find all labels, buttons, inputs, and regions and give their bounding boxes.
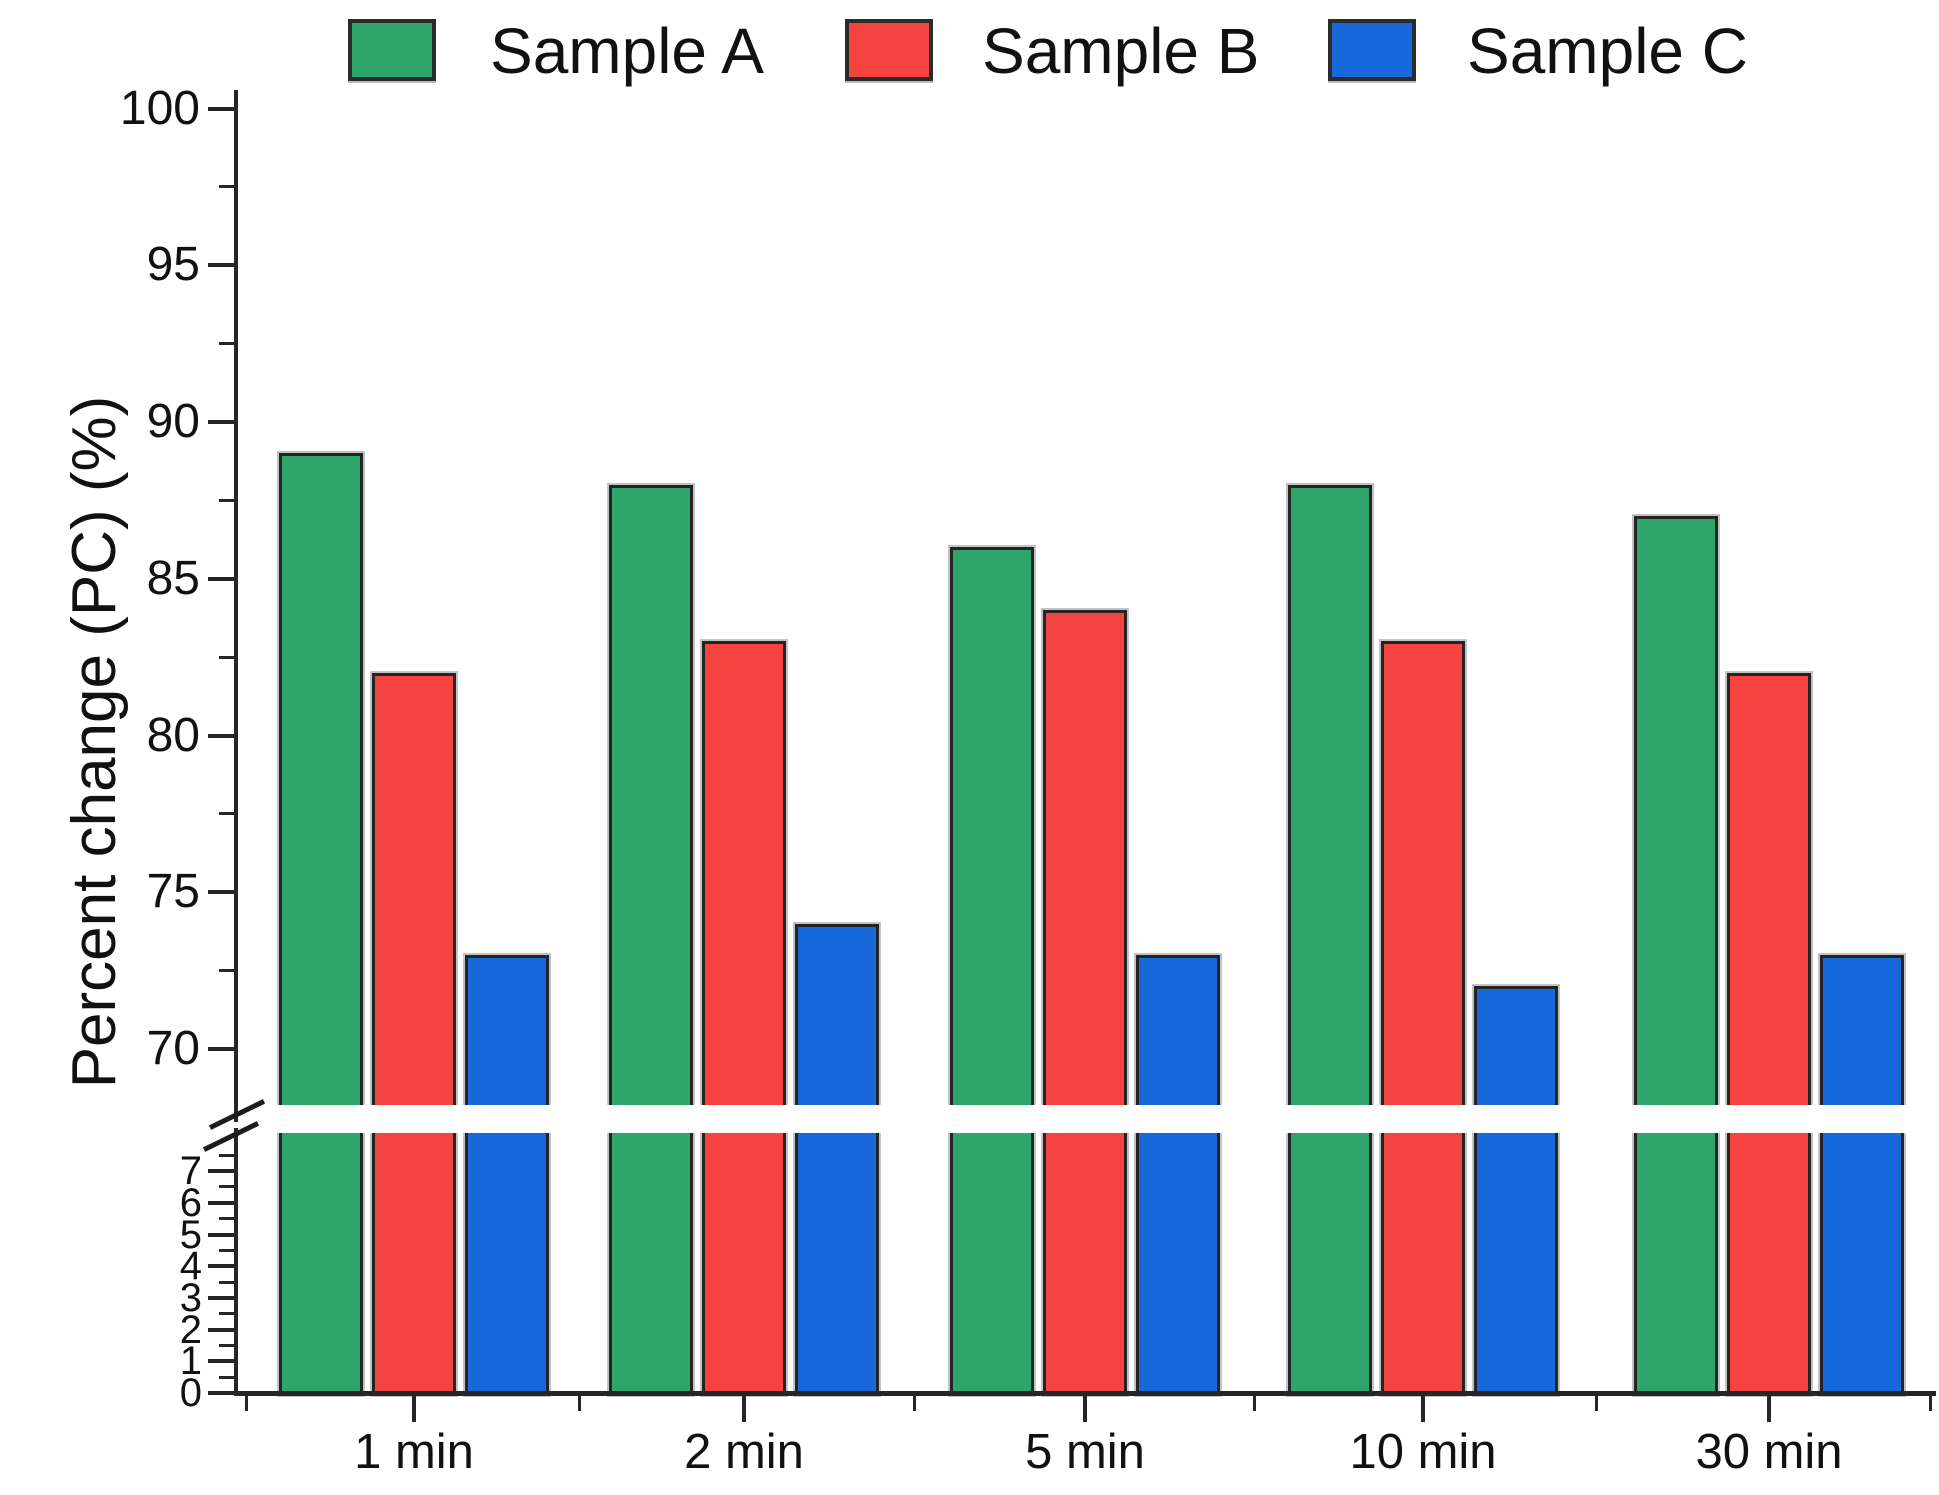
- x-major-tick: [1767, 1396, 1771, 1422]
- x-major-tick: [1083, 1396, 1087, 1422]
- x-tick-label: 1 min: [354, 1425, 474, 1479]
- y-minor-tick: [219, 812, 234, 816]
- legend-label-sample-b: Sample B: [982, 15, 1260, 87]
- y-minor-tick-lower: [219, 1248, 234, 1252]
- x-tick-label: 30 min: [1695, 1425, 1843, 1479]
- y-major-tick-lower: [208, 1264, 234, 1269]
- y-tick-label: 75: [146, 865, 200, 919]
- y-major-tick-lower: [208, 1232, 234, 1237]
- y-major-tick-lower: [208, 1359, 234, 1364]
- bar-sample-a-30-min: [1634, 516, 1718, 1395]
- y-major-tick: [208, 263, 234, 268]
- y-minor-tick-lower: [219, 1343, 234, 1347]
- x-minor-tick: [1928, 1396, 1932, 1411]
- y-minor-tick: [219, 655, 234, 659]
- y-major-tick: [208, 733, 234, 738]
- y-tick-label-lower: 1: [179, 1339, 202, 1384]
- y-tick-label-lower: 4: [179, 1244, 202, 1289]
- bar-sample-c-2-min: [795, 923, 879, 1395]
- axis-break-band: [240, 1105, 1939, 1133]
- x-major-tick: [1421, 1396, 1425, 1422]
- y-tick-label: 85: [146, 551, 200, 605]
- y-major-tick-lower: [208, 1169, 234, 1174]
- y-minor-tick-lower: [219, 1375, 234, 1379]
- y-tick-label-lower: 0: [179, 1371, 202, 1415]
- x-tick-label: 5 min: [1025, 1425, 1145, 1479]
- y-major-tick: [208, 576, 234, 581]
- y-major-tick-lower: [208, 1327, 234, 1332]
- y-tick-label-lower: 6: [179, 1180, 202, 1225]
- bar-sample-a-5-min: [950, 547, 1034, 1395]
- bar-sample-b-5-min: [1043, 610, 1127, 1395]
- x-minor-tick: [577, 1396, 581, 1411]
- y-major-tick: [208, 890, 234, 895]
- legend-swatch-sample-b: [845, 19, 933, 81]
- x-minor-tick: [913, 1396, 916, 1411]
- legend-swatch-sample-a: [348, 19, 436, 81]
- y-minor-tick-lower: [219, 1185, 234, 1189]
- y-tick-label: 90: [146, 395, 200, 448]
- x-axis: [234, 1391, 1936, 1396]
- y-minor-tick: [219, 498, 234, 502]
- y-minor-tick: [219, 342, 234, 346]
- y-tick-label: 70: [146, 1022, 200, 1075]
- y-minor-tick-lower: [219, 1280, 234, 1284]
- y-major-tick: [208, 1047, 234, 1051]
- y-minor-tick-lower: [219, 1217, 234, 1221]
- y-major-tick-lower: [208, 1200, 234, 1205]
- y-minor-tick: [219, 185, 234, 189]
- y-tick-label-lower: 2: [179, 1307, 202, 1352]
- x-minor-tick: [1252, 1396, 1256, 1411]
- y-major-tick: [208, 106, 234, 111]
- x-tick-label: 2 min: [684, 1425, 804, 1479]
- bar-sample-b-2-min: [702, 641, 786, 1395]
- y-tick-label-lower: 3: [179, 1275, 202, 1320]
- y-major-tick-lower: [208, 1295, 234, 1300]
- bar-sample-c-30-min: [1820, 954, 1904, 1395]
- legend-swatch-sample-c: [1328, 19, 1416, 81]
- y-minor-tick-lower: [219, 1153, 234, 1157]
- y-tick-label-lower: 5: [179, 1212, 202, 1257]
- y-minor-tick-lower: [219, 1312, 234, 1316]
- y-tick-label-lower: 7: [179, 1149, 202, 1194]
- y-tick-label: 80: [146, 708, 200, 762]
- bar-sample-c-1-min: [465, 954, 549, 1395]
- bar-sample-c-5-min: [1136, 954, 1220, 1395]
- y-major-tick: [208, 420, 234, 424]
- y-axis-lower: [234, 1128, 238, 1396]
- y-tick-label: 95: [146, 238, 200, 292]
- x-minor-tick: [244, 1396, 248, 1411]
- bar-sample-a-10-min: [1288, 484, 1372, 1395]
- y-axis-upper: [234, 90, 238, 1122]
- y-tick-label: 100: [119, 81, 200, 135]
- x-tick-label: 10 min: [1349, 1425, 1497, 1479]
- x-minor-tick: [1594, 1396, 1598, 1411]
- bar-sample-a-2-min: [609, 484, 693, 1395]
- bar-sample-b-30-min: [1727, 672, 1811, 1395]
- bar-sample-a-1-min: [279, 453, 363, 1395]
- legend-label-sample-a: Sample A: [490, 15, 764, 87]
- y-major-tick-lower: [208, 1391, 234, 1395]
- bar-sample-c-10-min: [1474, 986, 1558, 1395]
- bar-sample-b-10-min: [1381, 641, 1465, 1395]
- y-minor-tick: [219, 969, 234, 973]
- x-major-tick: [412, 1396, 416, 1422]
- bar-sample-b-1-min: [372, 672, 456, 1395]
- legend-label-sample-c: Sample C: [1467, 15, 1748, 87]
- x-major-tick: [742, 1396, 746, 1422]
